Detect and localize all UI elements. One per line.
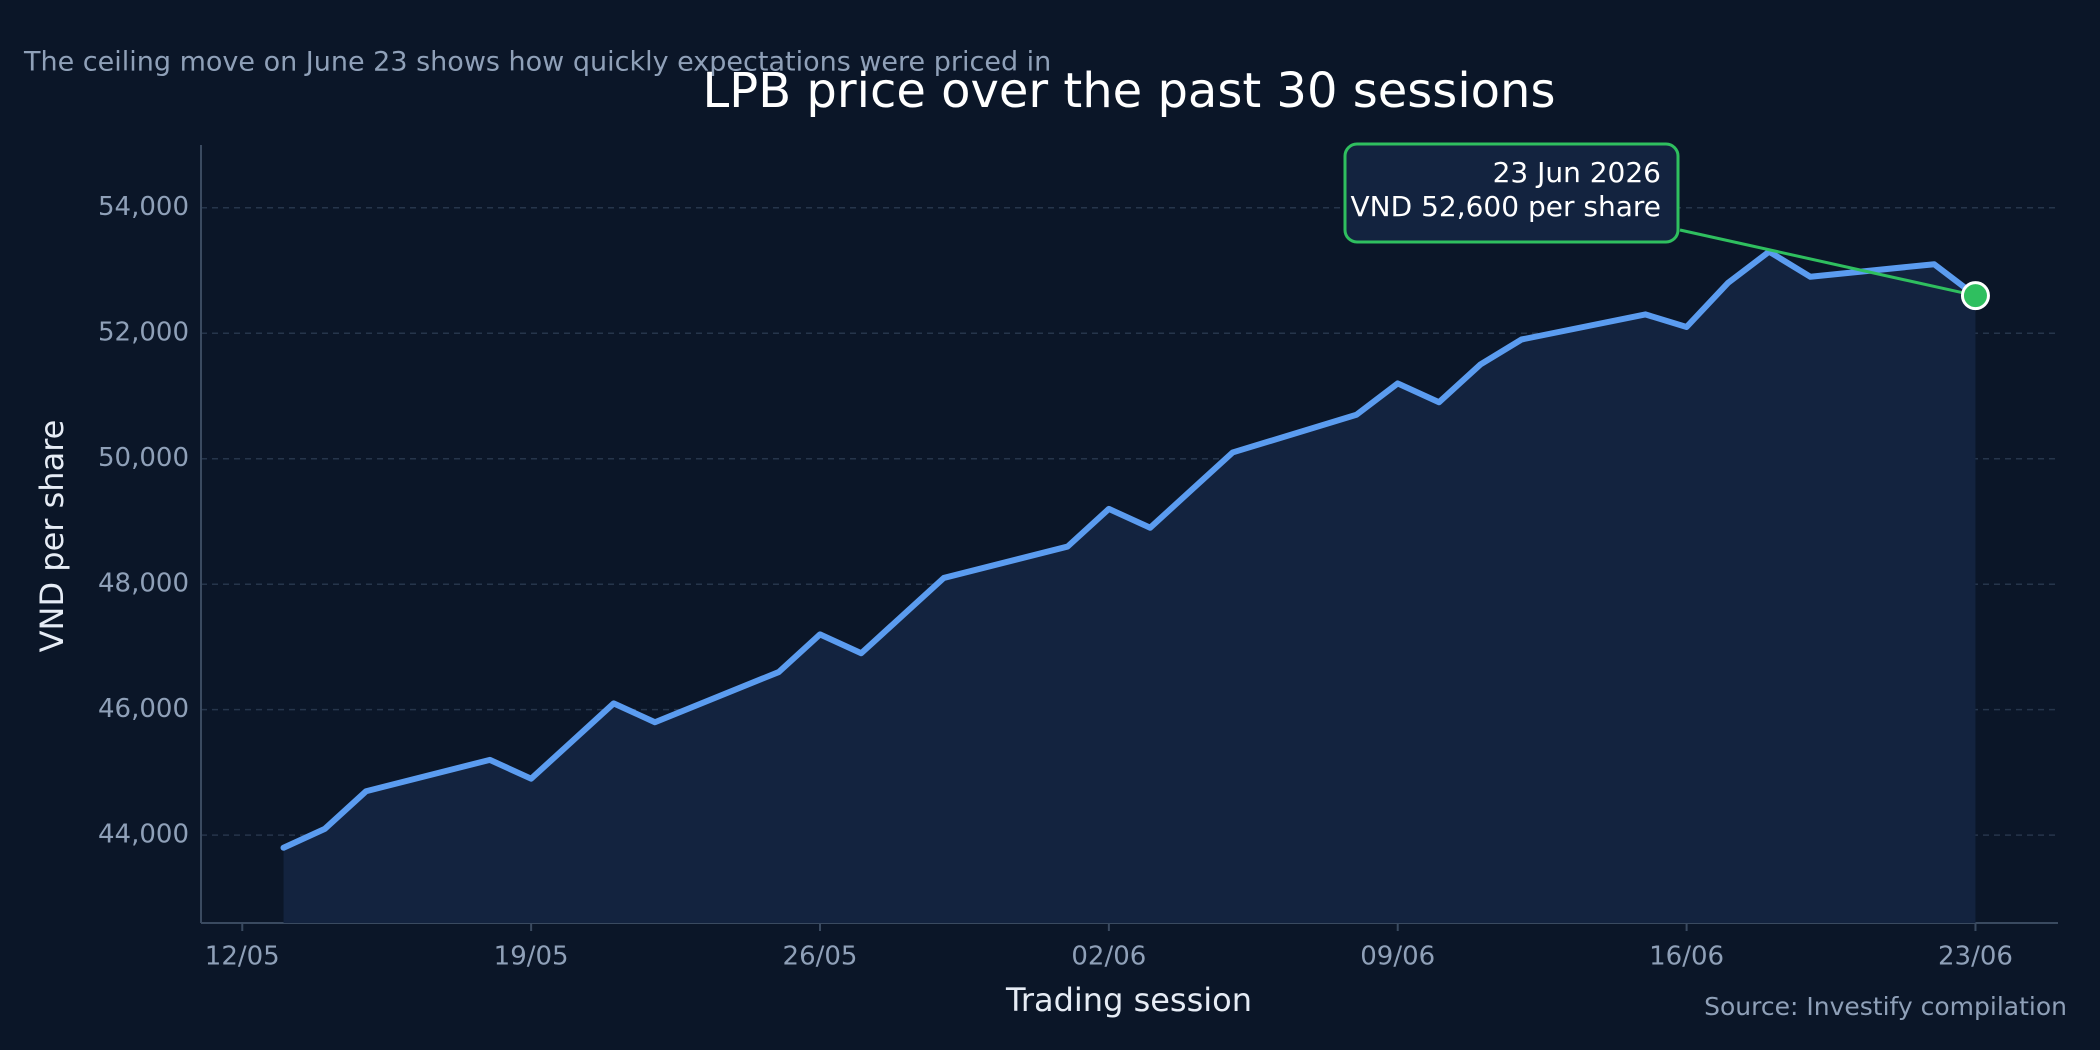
annotation-box xyxy=(1343,142,1680,244)
x-tick-label: 02/06 xyxy=(1071,942,1146,972)
chart-title: LPB price over the past 30 sessions xyxy=(703,63,1556,119)
chart-subtitle: The ceiling move on June 23 shows how qu… xyxy=(23,47,1051,78)
y-tick-label: 52,000 xyxy=(98,318,189,348)
highlight-point xyxy=(1960,281,1990,311)
x-axis-label: Trading session xyxy=(1005,981,1252,1019)
source-note: Source: Investify compilation xyxy=(1704,992,2067,1021)
x-tick-label: 09/06 xyxy=(1360,942,1435,972)
y-tick-label: 48,000 xyxy=(98,569,189,599)
y-tick-label: 44,000 xyxy=(98,820,189,850)
y-axis-label: VND per share xyxy=(33,420,71,653)
y-tick-label: 46,000 xyxy=(98,694,189,724)
x-tick-label: 16/06 xyxy=(1649,942,1724,972)
y-tick-label: 50,000 xyxy=(98,443,189,473)
x-tick-label: 23/06 xyxy=(1938,942,2013,972)
annotation-text: VND 52,600 per share xyxy=(1351,190,1661,223)
x-tick-label: 12/05 xyxy=(205,942,280,972)
y-tick-label: 54,000 xyxy=(98,192,189,222)
annotation-date: 23 Jun 2026 xyxy=(1493,156,1661,189)
area-fill xyxy=(283,251,1976,924)
annotation-connector xyxy=(1679,228,1976,298)
line xyxy=(280,248,1979,851)
x-tick-label: 19/05 xyxy=(494,942,569,972)
x-tick-label: 26/05 xyxy=(783,942,858,972)
